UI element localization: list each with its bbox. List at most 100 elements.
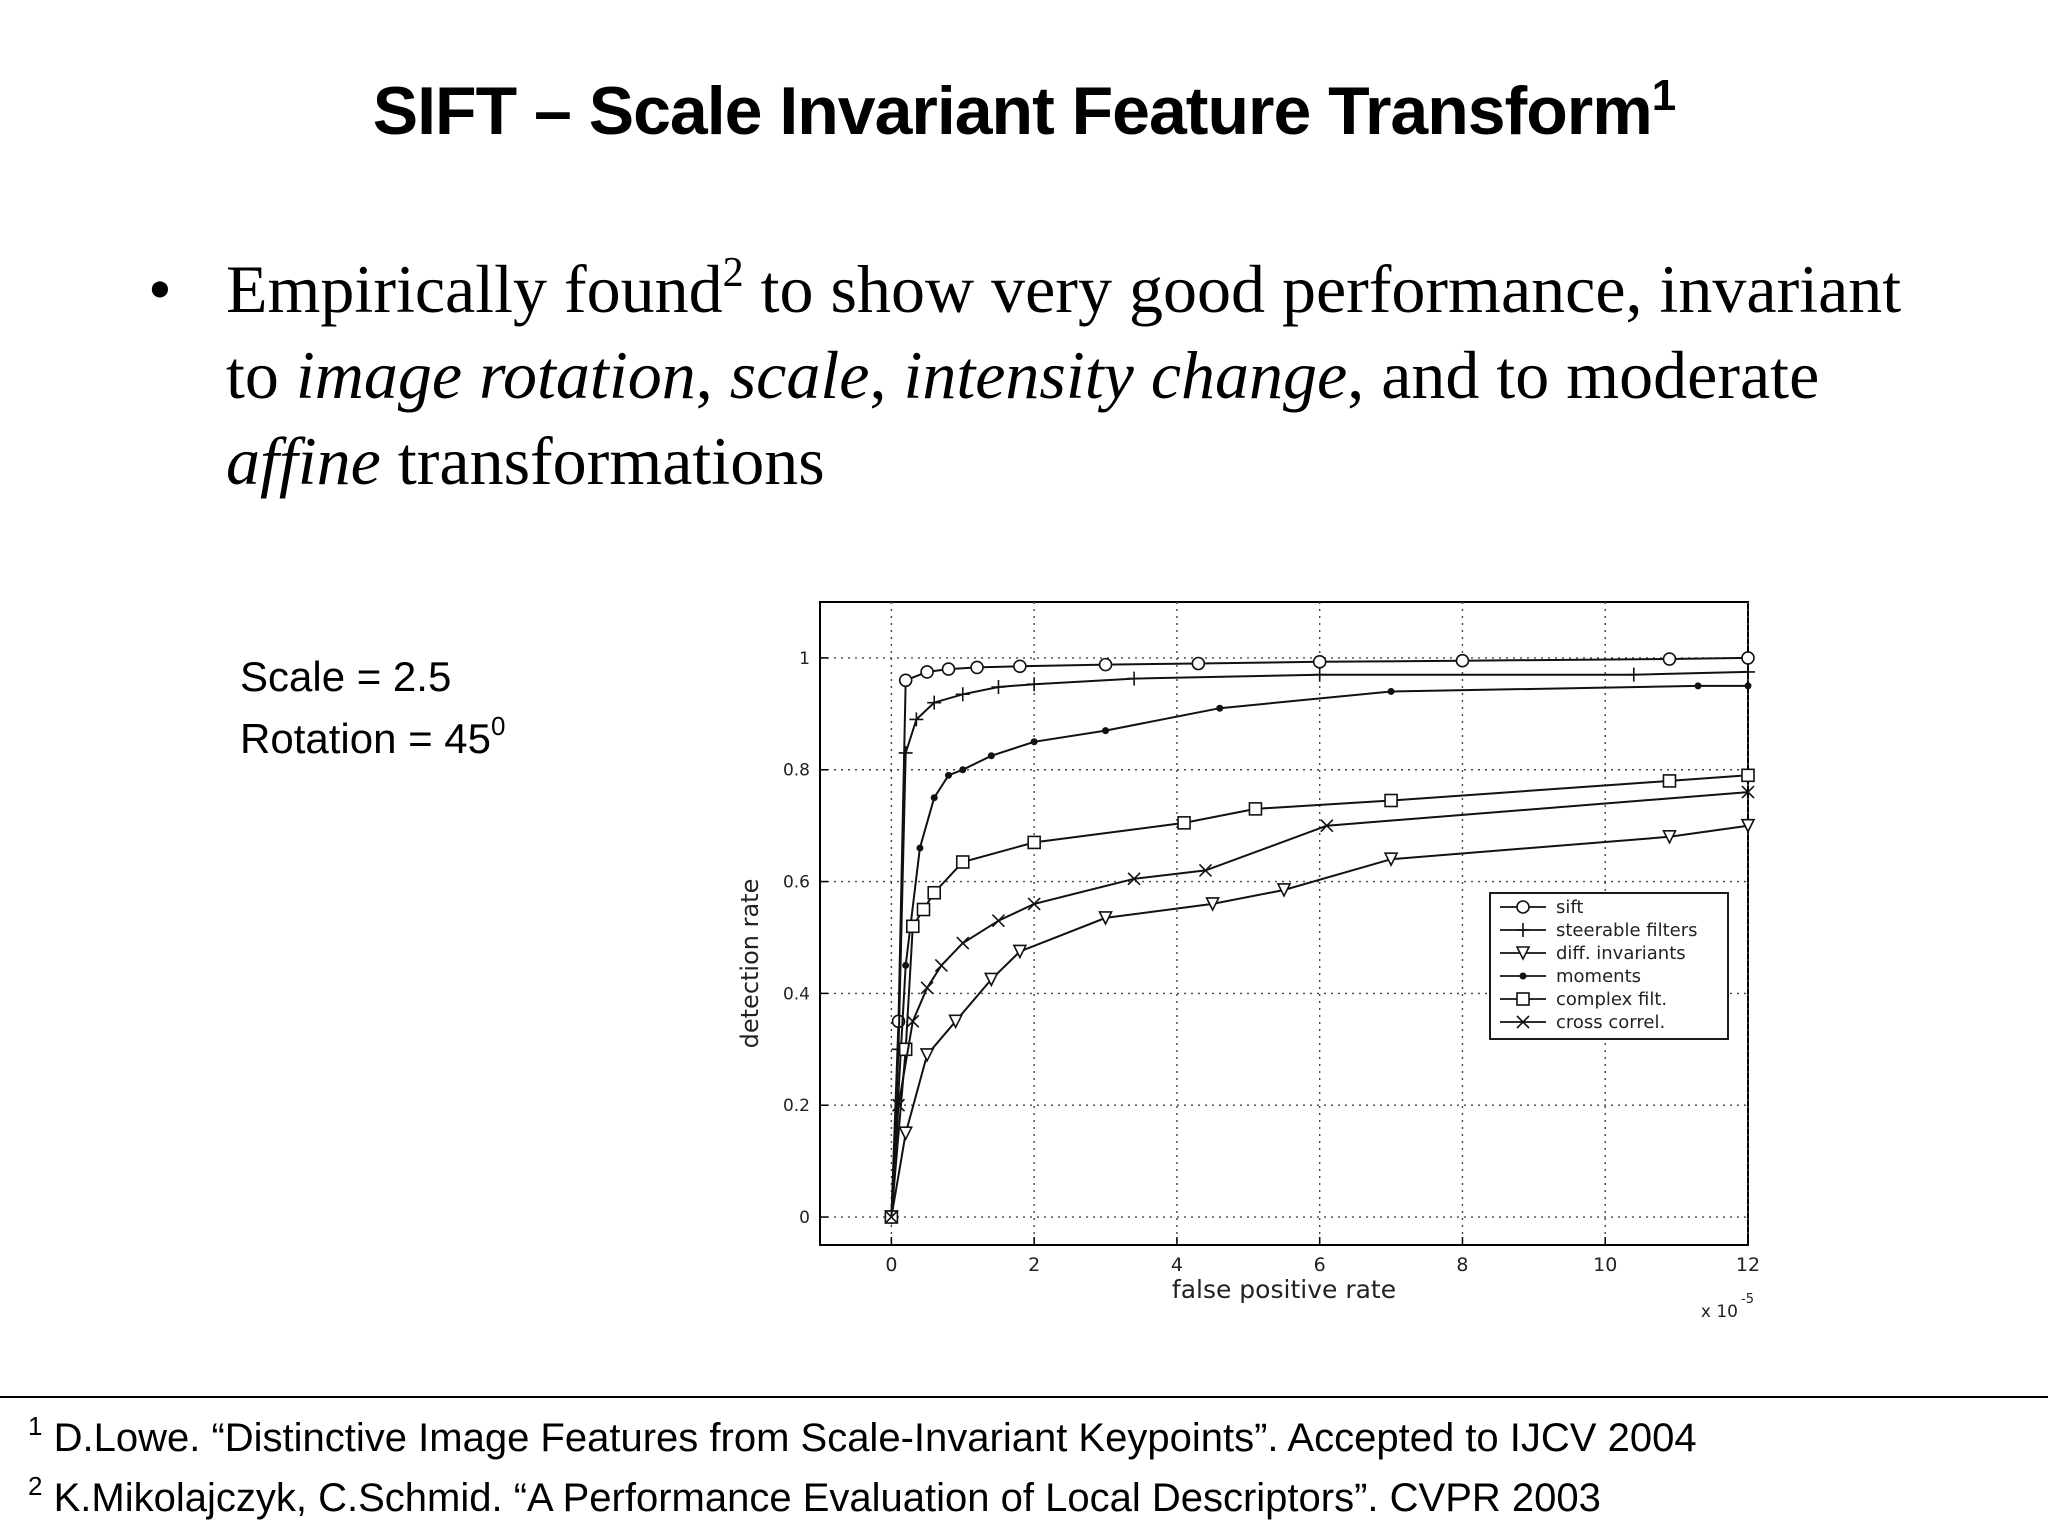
marker-square [1384, 793, 1398, 808]
marker-triangle [948, 1014, 963, 1030]
bullet-text: Empirically found2 to show very good per… [226, 246, 1926, 504]
marker-triangle [1012, 944, 1028, 960]
footnote-2: 2 K.Mikolajczyk, C.Schmid. “A Performanc… [28, 1468, 1697, 1528]
marker-dot [1102, 727, 1110, 735]
marker-square [955, 855, 970, 869]
marker-square [1741, 768, 1755, 783]
x-tick-label: 0 [885, 1254, 897, 1276]
marker-triangle [1098, 911, 1113, 926]
title-footnote-ref: 1 [1651, 71, 1677, 120]
marker-dot [1694, 682, 1702, 690]
footnote-text: K.Mikolajczyk, C.Schmid. “A Performance … [53, 1476, 1601, 1520]
series-steerable-filters [884, 664, 1755, 1225]
rotation-degree-sup: 0 [491, 711, 506, 741]
legend-label: moments [1556, 966, 1641, 987]
bullet-italic-term: intensity change [903, 337, 1348, 413]
marker-square [898, 1042, 913, 1057]
y-tick-label: 0.6 [783, 873, 810, 893]
x-exponent-label: x 10 [1701, 1302, 1738, 1322]
footnotes: 1 D.Lowe. “Distinctive Image Features fr… [28, 1408, 1697, 1528]
bullet-text-part: Empirically found [226, 251, 723, 327]
marker-dot [930, 794, 938, 802]
marker-triangle [1383, 852, 1399, 867]
marker-dot [902, 961, 910, 969]
marker-triangle [898, 1126, 913, 1141]
marker-plus [927, 695, 942, 710]
marker-circle [1516, 900, 1530, 914]
series-line [890, 824, 1749, 1218]
marker-circle [1312, 655, 1327, 669]
marker-cross [1198, 863, 1213, 877]
marker-plus [909, 712, 924, 727]
marker-circle [1741, 651, 1755, 665]
marker-square [1516, 992, 1530, 1006]
series-sift [884, 651, 1755, 1224]
marker-triangle [1740, 818, 1756, 834]
legend-item-cross-correl: cross correl. [1500, 1012, 1665, 1033]
legend-item-sift: sift [1500, 897, 1583, 918]
marker-dot [959, 766, 967, 774]
bullet-text-part: , [869, 337, 904, 413]
marker-square [906, 919, 920, 934]
footnote-number: 2 [28, 1471, 43, 1501]
bullet-text-part: transformations [380, 423, 825, 499]
x-tick-label: 10 [1593, 1254, 1617, 1276]
legend-item-diff-invariants: diff. invariants [1500, 943, 1686, 964]
marker-cross [1027, 897, 1041, 911]
marker-cross [1741, 785, 1755, 799]
marker-plus [1741, 664, 1755, 679]
y-tick-label: 0.8 [783, 761, 810, 781]
bullet-text-part: , [695, 337, 730, 413]
marker-plus [955, 687, 970, 702]
experiment-parameters: Scale = 2.5 Rotation = 450 [240, 646, 505, 770]
marker-square [927, 885, 942, 900]
marker-plus [1516, 923, 1530, 937]
marker-dot [1519, 972, 1527, 980]
series-diff-invariants [884, 818, 1756, 1225]
series-cross-correl [884, 785, 1755, 1224]
marker-cross [884, 1210, 898, 1224]
legend-item-steerable-filters: steerable filters [1500, 920, 1698, 941]
marker-square [1177, 816, 1191, 830]
marker-dot [1030, 738, 1038, 746]
marker-plus [1312, 667, 1327, 682]
x-tick-label: 4 [1171, 1254, 1183, 1276]
series-line [890, 774, 1749, 1218]
legend-label: steerable filters [1556, 920, 1698, 941]
legend-item-complex-filt: complex filt. [1500, 989, 1667, 1010]
series-line [890, 670, 1749, 1218]
marker-cross [1516, 1015, 1530, 1029]
marker-circle [941, 662, 956, 676]
legend-label: cross correl. [1556, 1012, 1665, 1033]
marker-plus [1626, 667, 1641, 682]
marker-triangle [1276, 883, 1292, 898]
marker-dot [944, 771, 952, 779]
marker-triangle [919, 1048, 935, 1063]
marker-circle [1098, 657, 1113, 672]
footnote-1: 1 D.Lowe. “Distinctive Image Features fr… [28, 1408, 1697, 1468]
bullet-dot: • [148, 251, 172, 327]
marker-square [1662, 774, 1677, 788]
legend-label: diff. invariants [1556, 943, 1686, 964]
marker-square [916, 902, 931, 917]
marker-plus [1027, 677, 1042, 692]
x-tick-label: 8 [1456, 1254, 1468, 1276]
slide-title-text: SIFT – Scale Invariant Feature Transform [372, 73, 1653, 149]
footnote-number: 1 [28, 1411, 43, 1441]
marker-triangle [1205, 897, 1220, 912]
marker-dot [1216, 704, 1224, 712]
y-axis-label: detection rate [736, 879, 764, 1049]
marker-plus [991, 679, 1006, 694]
marker-cross [956, 936, 970, 950]
legend-box [1489, 892, 1729, 1040]
detection-rate-chart: 0 2 4 6 8 10 12 0 0.2 0.4 0.6 0.8 1 false positive ra… [736, 601, 1760, 1322]
marker-triangle [1662, 830, 1677, 845]
marker-cross [906, 1014, 920, 1028]
y-tick-label: 1 [799, 649, 810, 669]
marker-plus [1127, 671, 1142, 686]
y-tick-label: 0.4 [783, 984, 810, 1004]
series-line [890, 791, 1749, 1218]
marker-dot [1387, 687, 1395, 695]
x-exponent-power: -5 [1741, 1292, 1754, 1307]
